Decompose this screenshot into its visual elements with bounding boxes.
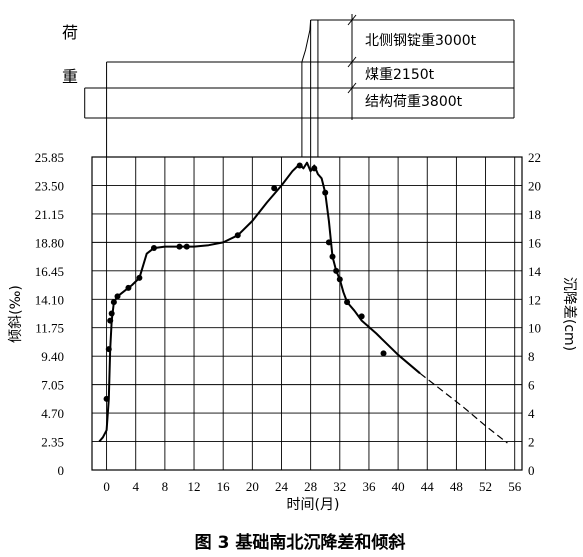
y-right-tick-label-9: 18: [528, 207, 541, 222]
data-point-13: [296, 162, 303, 169]
projected-trend-line: [419, 372, 508, 444]
x-tick-label-13: 52: [479, 479, 492, 494]
data-point-15: [322, 189, 329, 196]
y-right-tick-label-2: 4: [528, 406, 535, 421]
grid-lines: [92, 156, 522, 471]
x-tick-label-8: 32: [333, 479, 346, 494]
data-point-4: [110, 299, 117, 306]
data-point-19: [336, 276, 343, 283]
load-label-top: 荷: [62, 23, 78, 42]
y-left-tick-label-5: 11.75: [35, 321, 64, 336]
data-point-0: [103, 395, 110, 402]
data-point-10: [183, 243, 190, 250]
y-right-tick-label-11: 22: [528, 150, 541, 165]
data-point-6: [125, 284, 132, 291]
y-left-tick-labels: 0 2.35 4.70 7.05 9.40 11.75 14.10 16.45 18.80 21.…: [35, 150, 64, 478]
load-steel-staircase: [301, 19, 312, 157]
load-name-structure: 结构荷重3800t: [365, 94, 463, 110]
x-tick-label-11: 44: [421, 479, 435, 494]
plot-area: 0 4 8 12 16 20 24 28 32 36 40 44 48 52 56 02.354.707.0…: [35, 150, 542, 494]
y-right-tick-label-10: 20: [528, 178, 541, 193]
y-left-tick-label-0: 0: [58, 463, 65, 478]
data-point-22: [380, 350, 387, 357]
data-point-17: [329, 253, 336, 260]
data-point-11: [234, 232, 241, 239]
y-left-axis-label: 倾斜(‰): [8, 285, 24, 343]
x-tick-label-9: 36: [362, 479, 376, 494]
data-point-2: [107, 317, 114, 324]
data-point-14: [311, 165, 318, 172]
y-right-axis-label: 沉降差(cm): [561, 277, 577, 351]
data-point-18: [333, 267, 340, 274]
x-axis-label: 时间(月): [287, 497, 340, 513]
data-point-16: [325, 239, 332, 246]
figure-caption: 图 3 基础南北沉降差和倾斜: [195, 532, 406, 553]
y-left-tick-label-6: 14.10: [35, 292, 64, 307]
x-tick-label-10: 40: [392, 479, 405, 494]
y-right-tick-label-8: 16: [528, 235, 542, 250]
y-left-tick-label-2: 4.70: [41, 406, 64, 421]
y-left-tick-label-7: 16.45: [35, 264, 64, 279]
y-left-tick-label-3: 7.05: [41, 378, 64, 393]
data-point-1: [105, 346, 112, 353]
data-point-5: [114, 293, 121, 300]
y-right-tick-label-3: 6: [528, 378, 535, 393]
y-right-tick-label-5: 10: [528, 321, 541, 336]
y-left-tick-label-10: 23.50: [35, 178, 64, 193]
x-tick-label-4: 16: [217, 479, 231, 494]
data-markers: [103, 162, 387, 402]
measured-settlement-line: [98, 161, 421, 443]
x-tick-label-7: 28: [304, 479, 317, 494]
data-lines: [98, 161, 508, 444]
x-tick-label-5: 20: [246, 479, 259, 494]
x-tick-label-3: 12: [188, 479, 201, 494]
y-right-tick-labels: 0 2 4 6 8 10 12 14 16 18 20 22: [528, 150, 542, 478]
y-left-tick-label-1: 2.35: [41, 435, 64, 450]
y-right-tick-label-1: 2: [528, 435, 535, 450]
data-point-20: [344, 299, 351, 306]
x-tick-label-14: 56: [508, 479, 522, 494]
y-left-tick-label-8: 18.80: [35, 235, 64, 250]
data-point-7: [136, 274, 143, 281]
y-left-tick-label-4: 9.40: [41, 349, 64, 364]
data-point-3: [108, 310, 115, 317]
plot-frame: [91, 156, 523, 471]
load-steps: [84, 14, 515, 157]
load-panel: 荷 重 北侧钢锭重3000t 煤重2150t 结构荷重3800t: [62, 14, 515, 157]
x-tick-label-12: 48: [450, 479, 463, 494]
y-right-tick-label-4: 8: [528, 349, 535, 364]
y-right-tick-label-6: 12: [528, 292, 541, 307]
data-point-12: [271, 185, 278, 192]
x-tick-label-1: 4: [132, 479, 139, 494]
x-tick-label-0: 0: [103, 479, 110, 494]
y-left-tick-label-9: 21.15: [35, 207, 64, 222]
load-name-steel-ingot: 北侧钢锭重3000t: [365, 33, 477, 49]
y-left-tick-label-11: 25.85: [35, 150, 64, 165]
load-name-coal: 煤重2150t: [365, 67, 435, 83]
data-point-21: [358, 313, 365, 320]
load-label-bottom: 重: [62, 67, 78, 86]
y-right-tick-label-0: 0: [528, 463, 535, 478]
x-tick-label-6: 24: [275, 479, 289, 494]
data-point-8: [150, 245, 157, 252]
x-tick-label-2: 8: [162, 479, 169, 494]
data-point-9: [176, 243, 183, 250]
y-right-tick-label-7: 14: [528, 264, 542, 279]
x-tick-labels: 0 4 8 12 16 20 24 28 32 36 40 44 48 52 56: [103, 479, 521, 494]
